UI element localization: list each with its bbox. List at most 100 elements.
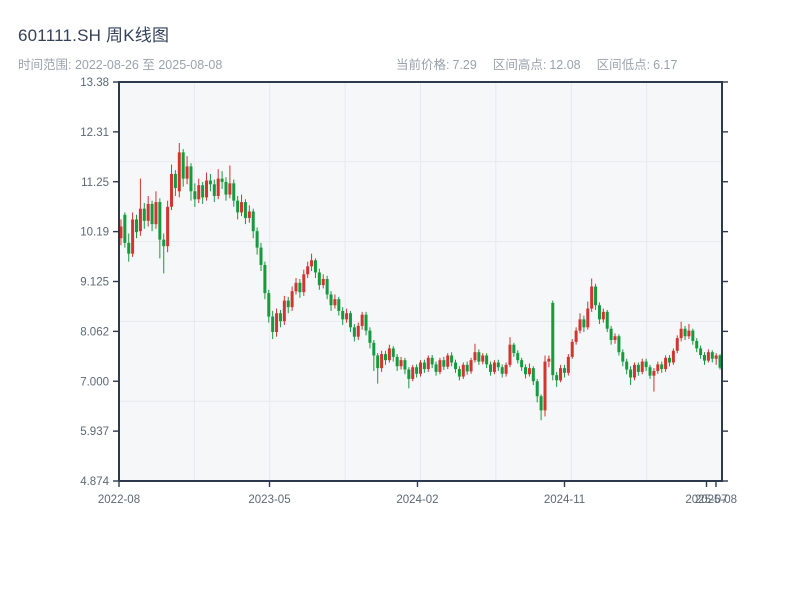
candle-body	[138, 208, 142, 232]
candle-body	[162, 239, 166, 247]
price-stats: 当前价格: 7.29 区间高点: 12.08 区间低点: 6.17	[393, 54, 677, 73]
candle-body	[321, 279, 325, 286]
candle-body	[461, 364, 465, 377]
candle-body	[559, 368, 563, 381]
candle-body	[360, 314, 364, 326]
candle-body	[341, 310, 345, 320]
candle-body	[683, 328, 687, 337]
candle-body	[352, 327, 356, 337]
candle-body	[298, 282, 302, 293]
candle-body	[450, 355, 454, 363]
candle-body	[613, 336, 617, 340]
candle-body	[310, 260, 314, 267]
candle-body	[430, 357, 434, 365]
candle-body	[275, 313, 279, 333]
gridlines	[119, 82, 722, 481]
stat-range-low-value: 6.17	[653, 58, 678, 72]
candle-body	[135, 219, 139, 233]
candle-body	[142, 208, 146, 221]
candle-body	[426, 357, 430, 370]
x-axis-tick-label: 2023-05	[248, 494, 290, 506]
y-axis-tick-label: 8.062	[80, 326, 109, 338]
candle-body	[271, 316, 275, 333]
candle-body	[671, 350, 675, 363]
candle-body	[181, 152, 185, 179]
candle-body	[345, 313, 349, 320]
candle-body	[516, 353, 520, 361]
candle-body	[539, 396, 543, 411]
candle-body	[189, 166, 193, 192]
candlestick-chart: 13.38 12.31 11.25 10.19 9.125 8.062 7.000 5.937…	[80, 77, 737, 506]
candle-body	[702, 355, 706, 361]
candle-body	[306, 266, 310, 275]
candle-body	[465, 364, 469, 372]
candle-body	[605, 311, 609, 329]
x-axis-tick-label: 2025-07	[685, 494, 727, 506]
candle-body	[247, 211, 251, 219]
candle-body	[434, 364, 438, 372]
candle-body	[419, 362, 422, 374]
candle-body	[259, 247, 263, 265]
candle-body	[609, 328, 613, 340]
candle-body	[555, 375, 559, 381]
candles	[119, 142, 722, 421]
candle-body	[562, 368, 566, 373]
candle-body	[364, 314, 368, 331]
stat-current-price: 当前价格: 7.29	[393, 54, 477, 73]
candle-body	[380, 354, 384, 369]
candle-body	[446, 355, 450, 367]
candle-body	[173, 173, 177, 189]
candle-body	[535, 381, 539, 397]
candle-body	[407, 369, 411, 379]
y-axis-tick-label: 5.937	[80, 426, 109, 438]
candle-body	[123, 214, 127, 243]
candle-body	[282, 300, 286, 322]
y-axis-tick-label: 9.125	[80, 277, 109, 289]
candle-body	[220, 178, 224, 182]
y-axis-tick-label: 7.000	[80, 376, 109, 388]
candle-body	[601, 311, 605, 320]
candle-body	[636, 364, 640, 372]
candle-body	[255, 231, 259, 248]
candle-body	[438, 360, 442, 372]
candle-body	[251, 211, 255, 232]
candle-body	[368, 330, 372, 343]
candle-body	[687, 330, 691, 337]
candle-body	[582, 319, 586, 328]
candle-body	[590, 286, 594, 309]
candle-body	[570, 341, 574, 357]
candle-body	[648, 367, 652, 376]
candle-body	[158, 202, 162, 240]
x-axis-tick-label: 2022-08	[98, 494, 140, 506]
candle-body	[496, 362, 500, 368]
candle-body	[197, 185, 201, 200]
candle-body	[664, 357, 668, 370]
candle-body	[485, 355, 489, 365]
candle-body	[224, 181, 228, 195]
candle-body	[617, 336, 621, 353]
candle-body	[127, 242, 131, 254]
candle-body	[489, 364, 493, 372]
candle-body	[566, 356, 570, 373]
candle-body	[714, 355, 718, 359]
candle-body	[531, 368, 535, 382]
candle-body	[547, 358, 551, 362]
candle-body	[119, 226, 123, 239]
x-axis-tick-label: 2024-11	[544, 494, 585, 506]
y-axis-tick-label: 4.874	[80, 476, 109, 488]
candle-body	[632, 364, 636, 378]
candle-body	[473, 352, 477, 361]
candle-body	[625, 361, 629, 370]
candle-body	[399, 360, 403, 367]
candle-body	[383, 354, 387, 361]
candle-body	[660, 364, 664, 370]
candle-body	[706, 352, 710, 361]
candle-body	[205, 180, 209, 198]
candle-body	[387, 348, 391, 361]
candle-body	[294, 282, 298, 292]
candle-body	[131, 219, 135, 254]
tick-marks	[113, 81, 728, 487]
candle-body	[395, 356, 399, 367]
candle-body	[376, 355, 380, 369]
